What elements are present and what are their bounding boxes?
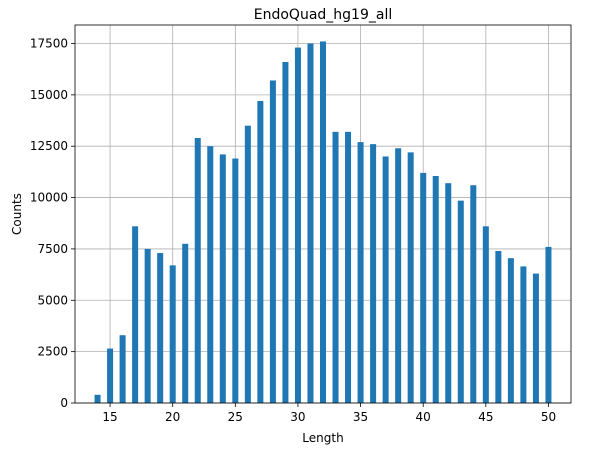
- histogram-bar: [157, 253, 164, 403]
- y-tick-label: 17500: [30, 36, 68, 50]
- histogram-bar: [382, 156, 389, 403]
- histogram-bar: [294, 47, 301, 403]
- histogram-bar: [169, 265, 176, 403]
- y-tick-label: 15000: [30, 88, 68, 102]
- histogram-bar: [407, 152, 414, 403]
- y-tick-label: 2500: [37, 345, 68, 359]
- histogram-bar: [482, 226, 489, 403]
- x-tick-label: 20: [165, 410, 180, 424]
- histogram-bar: [119, 335, 126, 403]
- bars: [94, 41, 552, 404]
- histogram-bar: [395, 148, 402, 403]
- histogram-bar: [244, 125, 251, 404]
- plot-frame: [74, 24, 572, 404]
- y-tick-label: 7500: [37, 242, 68, 256]
- y-tick-label: 0: [60, 396, 68, 410]
- histogram-bar: [219, 154, 226, 403]
- x-axis-label: Length: [302, 431, 343, 445]
- histogram-bar: [357, 142, 364, 403]
- histogram-bar: [332, 131, 339, 403]
- histogram-bar: [144, 248, 151, 403]
- y-tick-label: 10000: [30, 191, 68, 205]
- histogram-bar: [345, 131, 352, 403]
- x-tick-label: 45: [478, 410, 493, 424]
- y-tick-label: 12500: [30, 139, 68, 153]
- histogram-bar: [132, 226, 139, 403]
- chart-title: EndoQuad_hg19_all: [254, 7, 392, 23]
- histogram-bar: [432, 175, 439, 403]
- histogram-bar: [457, 200, 464, 403]
- histogram-bar: [470, 185, 477, 403]
- histogram-bar: [107, 348, 114, 403]
- histogram-bar: [282, 61, 289, 403]
- histogram-bar: [445, 183, 452, 403]
- histogram-bar: [307, 43, 314, 403]
- histogram-bar: [94, 394, 101, 403]
- y-axis-label: Counts: [10, 193, 24, 235]
- histogram-bar: [182, 243, 189, 403]
- histogram-bar: [520, 266, 527, 403]
- x-tick-label: 30: [290, 410, 305, 424]
- histogram-bar: [232, 158, 239, 403]
- x-tick-label: 40: [416, 410, 431, 424]
- histogram-bar: [507, 258, 514, 403]
- histogram-bar: [194, 137, 201, 403]
- x-tick-label: 25: [228, 410, 243, 424]
- x-tick-label: 50: [541, 410, 556, 424]
- histogram-bar: [420, 172, 427, 403]
- histogram-bar: [207, 146, 214, 403]
- histogram-bar: [495, 250, 502, 403]
- histogram-bar: [269, 80, 276, 403]
- histogram-bar: [319, 41, 327, 403]
- x-tick-label: 35: [353, 410, 368, 424]
- histogram-bar: [545, 246, 552, 403]
- histogram-bar: [370, 144, 377, 404]
- histogram-bar: [532, 273, 539, 403]
- ticks: 15 20 25 30 35 40 45 50 0 2500 5000 7500 10000 12500 1…: [30, 36, 556, 424]
- histogram-bar: [257, 101, 264, 404]
- y-tick-label: 5000: [37, 293, 68, 307]
- x-tick-label: 15: [102, 410, 117, 424]
